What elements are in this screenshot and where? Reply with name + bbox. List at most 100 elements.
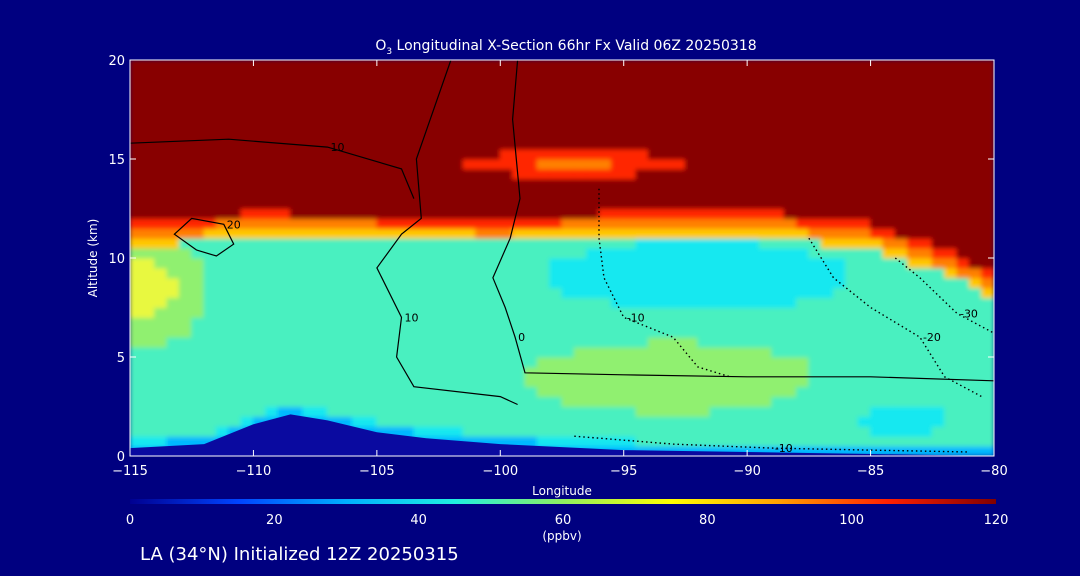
field-cell (277, 69, 291, 81)
field-cell (845, 406, 859, 417)
field-cell (438, 69, 452, 81)
field-cell (203, 336, 217, 348)
field-cell (672, 415, 686, 427)
field-cell (968, 356, 983, 368)
field-cell (944, 445, 958, 456)
field-cell (623, 257, 637, 269)
field-cell (475, 277, 489, 289)
field-cell (339, 89, 353, 101)
field-cell (697, 118, 711, 130)
field-cell (499, 267, 514, 279)
field-cell (289, 247, 304, 259)
field-cell (302, 148, 316, 160)
field-cell (252, 287, 267, 299)
field-cell (647, 109, 662, 120)
field-cell (721, 257, 736, 269)
field-cell (425, 148, 440, 160)
field-cell (178, 99, 193, 110)
field-cell (413, 89, 427, 101)
field-cell (647, 287, 662, 299)
field-cell (944, 247, 958, 259)
field-cell (178, 396, 193, 407)
field-cell (956, 287, 970, 299)
field-cell (808, 435, 822, 447)
field-cell (931, 138, 946, 150)
field-cell (808, 69, 822, 81)
field-cell (857, 188, 872, 200)
field-cell (376, 336, 390, 348)
field-cell (870, 178, 884, 190)
field-cell (981, 118, 994, 130)
field-cell (178, 346, 193, 358)
field-cell (536, 247, 551, 259)
x-tick-label: −95 (610, 464, 637, 479)
field-cell (512, 247, 526, 259)
field-cell (265, 217, 279, 229)
field-cell (783, 297, 798, 308)
field-cell (857, 415, 872, 427)
field-cell (709, 79, 723, 91)
field-cell (758, 198, 773, 209)
field-cell (919, 148, 933, 160)
field-cell (573, 237, 588, 249)
field-cell (512, 396, 526, 407)
field-cell (499, 188, 514, 200)
field-cell (499, 148, 514, 160)
field-cell (981, 227, 994, 239)
field-cell (388, 118, 403, 130)
field-cell (857, 435, 872, 447)
field-cell (672, 297, 686, 308)
field-cell (240, 336, 254, 348)
field-cell (462, 435, 477, 447)
field-cell (512, 425, 526, 437)
field-cell (833, 435, 847, 447)
field-cell (524, 287, 538, 299)
field-cell (376, 198, 390, 209)
field-cell (413, 316, 427, 328)
field-cell (203, 307, 217, 318)
field-cell (944, 396, 958, 407)
field-cell (339, 277, 353, 289)
field-cell (326, 287, 341, 299)
field-cell (820, 237, 835, 249)
field-cell (524, 356, 538, 368)
field-cell (462, 208, 477, 219)
field-cell (130, 267, 143, 279)
field-cell (647, 217, 662, 229)
field-cell (512, 148, 526, 160)
field-cell (130, 257, 143, 269)
field-cell (388, 247, 403, 259)
field-cell (857, 237, 872, 249)
field-cell (178, 336, 193, 348)
field-cell (746, 386, 760, 398)
field-cell (351, 336, 366, 348)
field-cell (919, 99, 933, 110)
field-cell (660, 326, 674, 338)
field-cell (240, 376, 254, 388)
field-cell (907, 326, 921, 338)
field-cell (191, 247, 205, 259)
field-cell (425, 188, 440, 200)
field-cell (623, 188, 637, 200)
field-cell (758, 208, 773, 219)
field-cell (413, 406, 427, 417)
field-cell (684, 148, 699, 160)
field-cell (141, 396, 156, 407)
field-cell (549, 109, 563, 120)
field-cell (845, 89, 859, 101)
field-cell (808, 445, 822, 456)
field-cell (364, 69, 378, 81)
field-cell (178, 425, 193, 437)
field-cell (746, 287, 760, 299)
field-cell (178, 168, 193, 180)
field-cell (734, 178, 748, 190)
field-cell (326, 158, 341, 170)
field-cell (462, 376, 477, 388)
field-cell (919, 277, 933, 289)
field-cell (882, 158, 896, 170)
field-cell (524, 198, 538, 209)
field-cell (130, 237, 143, 249)
field-cell (130, 297, 143, 308)
field-cell (314, 326, 328, 338)
